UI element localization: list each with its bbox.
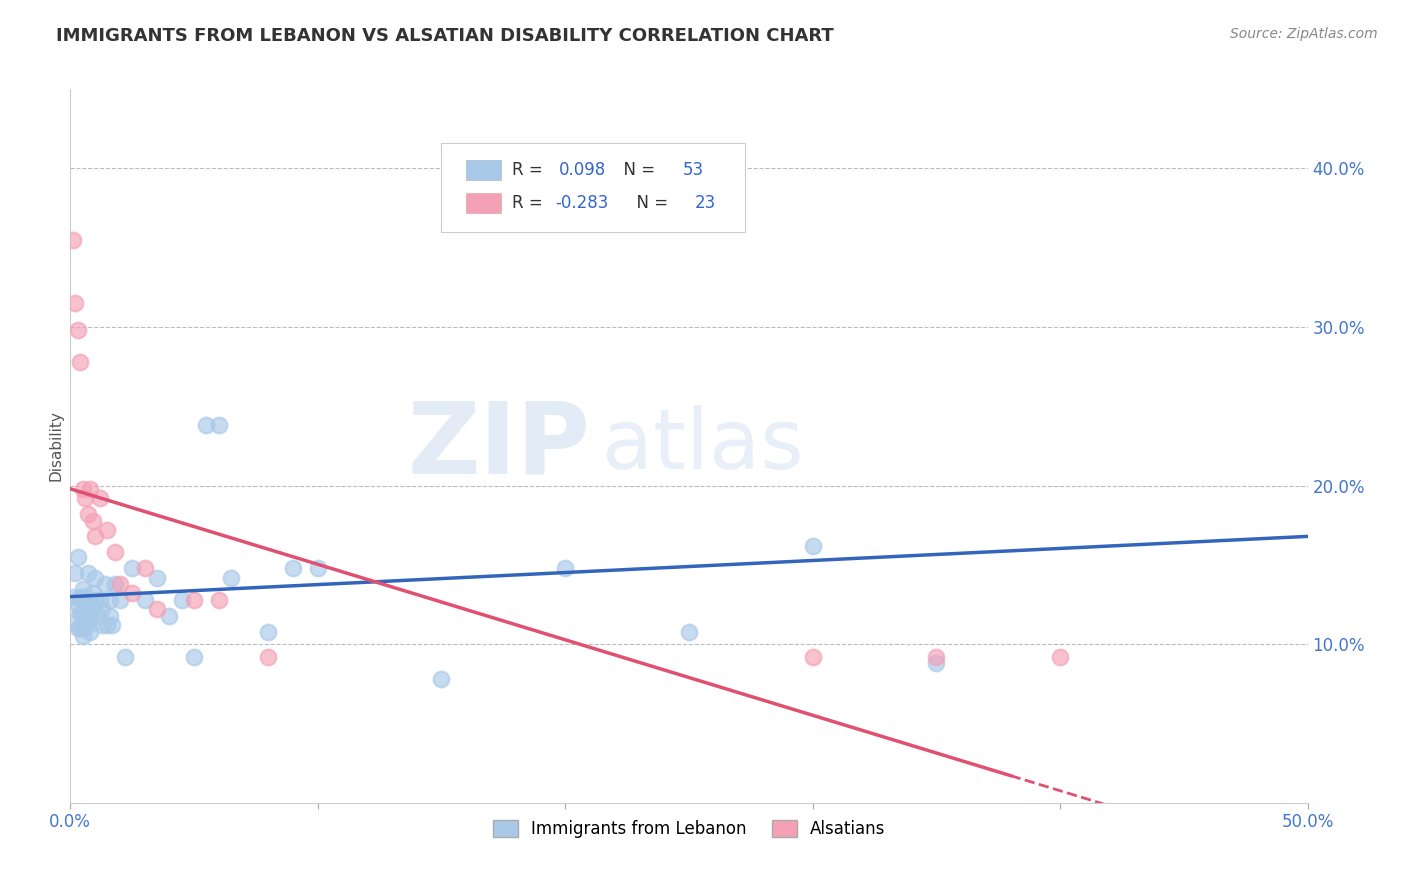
Point bbox=[86, 608, 108, 623]
Legend: Immigrants from Lebanon, Alsatians: Immigrants from Lebanon, Alsatians bbox=[486, 813, 891, 845]
Point bbox=[108, 592, 131, 607]
Point bbox=[89, 592, 111, 607]
Point bbox=[104, 577, 127, 591]
Point bbox=[257, 649, 280, 664]
Point bbox=[157, 608, 180, 623]
Point bbox=[134, 561, 156, 575]
Point bbox=[65, 296, 87, 310]
Point bbox=[121, 561, 143, 575]
Point bbox=[69, 621, 91, 635]
Point bbox=[69, 606, 91, 620]
Point bbox=[170, 592, 193, 607]
Point bbox=[72, 621, 94, 635]
Point bbox=[75, 590, 97, 604]
Point bbox=[76, 566, 98, 580]
Point bbox=[76, 592, 98, 607]
Point bbox=[96, 618, 118, 632]
Point bbox=[98, 592, 121, 607]
Point bbox=[801, 539, 824, 553]
Point bbox=[104, 545, 127, 559]
Point bbox=[554, 561, 576, 575]
Point bbox=[84, 571, 107, 585]
Point bbox=[94, 577, 117, 591]
Point bbox=[82, 586, 104, 600]
FancyBboxPatch shape bbox=[467, 160, 501, 180]
Point bbox=[430, 672, 453, 686]
Y-axis label: Disability: Disability bbox=[48, 410, 63, 482]
Text: N =: N = bbox=[613, 161, 661, 178]
Point bbox=[66, 598, 89, 612]
Point bbox=[195, 418, 218, 433]
Point bbox=[82, 514, 104, 528]
Point bbox=[257, 624, 280, 639]
Point bbox=[69, 355, 91, 369]
Point bbox=[79, 482, 101, 496]
Point bbox=[89, 491, 111, 506]
Point bbox=[307, 561, 329, 575]
Point bbox=[72, 582, 94, 596]
Point bbox=[84, 529, 107, 543]
Text: -0.283: -0.283 bbox=[555, 194, 609, 212]
Point bbox=[91, 618, 114, 632]
Point bbox=[66, 621, 89, 635]
Point bbox=[75, 608, 97, 623]
Point bbox=[146, 571, 169, 585]
Text: 0.098: 0.098 bbox=[560, 161, 606, 178]
Point bbox=[925, 657, 948, 671]
Point bbox=[72, 606, 94, 620]
Point bbox=[96, 523, 118, 537]
Point bbox=[183, 649, 205, 664]
Point bbox=[1049, 649, 1071, 664]
Point bbox=[65, 614, 87, 628]
Point bbox=[75, 491, 97, 506]
Point bbox=[84, 592, 107, 607]
Point bbox=[98, 608, 121, 623]
Point bbox=[82, 602, 104, 616]
Point bbox=[134, 592, 156, 607]
Point bbox=[121, 586, 143, 600]
Point bbox=[146, 602, 169, 616]
Text: R =: R = bbox=[512, 161, 548, 178]
Text: 53: 53 bbox=[683, 161, 704, 178]
Point bbox=[62, 590, 84, 604]
FancyBboxPatch shape bbox=[441, 143, 745, 232]
Point bbox=[108, 577, 131, 591]
Point bbox=[66, 549, 89, 564]
Point bbox=[66, 323, 89, 337]
Point bbox=[801, 649, 824, 664]
Point bbox=[91, 602, 114, 616]
Point bbox=[76, 507, 98, 521]
Text: IMMIGRANTS FROM LEBANON VS ALSATIAN DISABILITY CORRELATION CHART: IMMIGRANTS FROM LEBANON VS ALSATIAN DISA… bbox=[56, 27, 834, 45]
Point bbox=[925, 649, 948, 664]
Text: atlas: atlas bbox=[602, 406, 804, 486]
Text: N =: N = bbox=[626, 194, 673, 212]
Point bbox=[79, 624, 101, 639]
Point bbox=[62, 233, 84, 247]
Point bbox=[72, 629, 94, 643]
Point bbox=[219, 571, 242, 585]
Point bbox=[183, 592, 205, 607]
Point bbox=[76, 618, 98, 632]
Point bbox=[114, 649, 136, 664]
Text: Source: ZipAtlas.com: Source: ZipAtlas.com bbox=[1230, 27, 1378, 41]
Text: 23: 23 bbox=[695, 194, 717, 212]
Point bbox=[101, 618, 124, 632]
Text: ZIP: ZIP bbox=[408, 398, 591, 494]
Point bbox=[72, 482, 94, 496]
Point bbox=[69, 590, 91, 604]
Point bbox=[65, 566, 87, 580]
Point bbox=[208, 418, 231, 433]
Point bbox=[281, 561, 304, 575]
FancyBboxPatch shape bbox=[467, 194, 501, 213]
Point bbox=[208, 592, 231, 607]
Point bbox=[678, 624, 700, 639]
Text: R =: R = bbox=[512, 194, 548, 212]
Point bbox=[79, 608, 101, 623]
